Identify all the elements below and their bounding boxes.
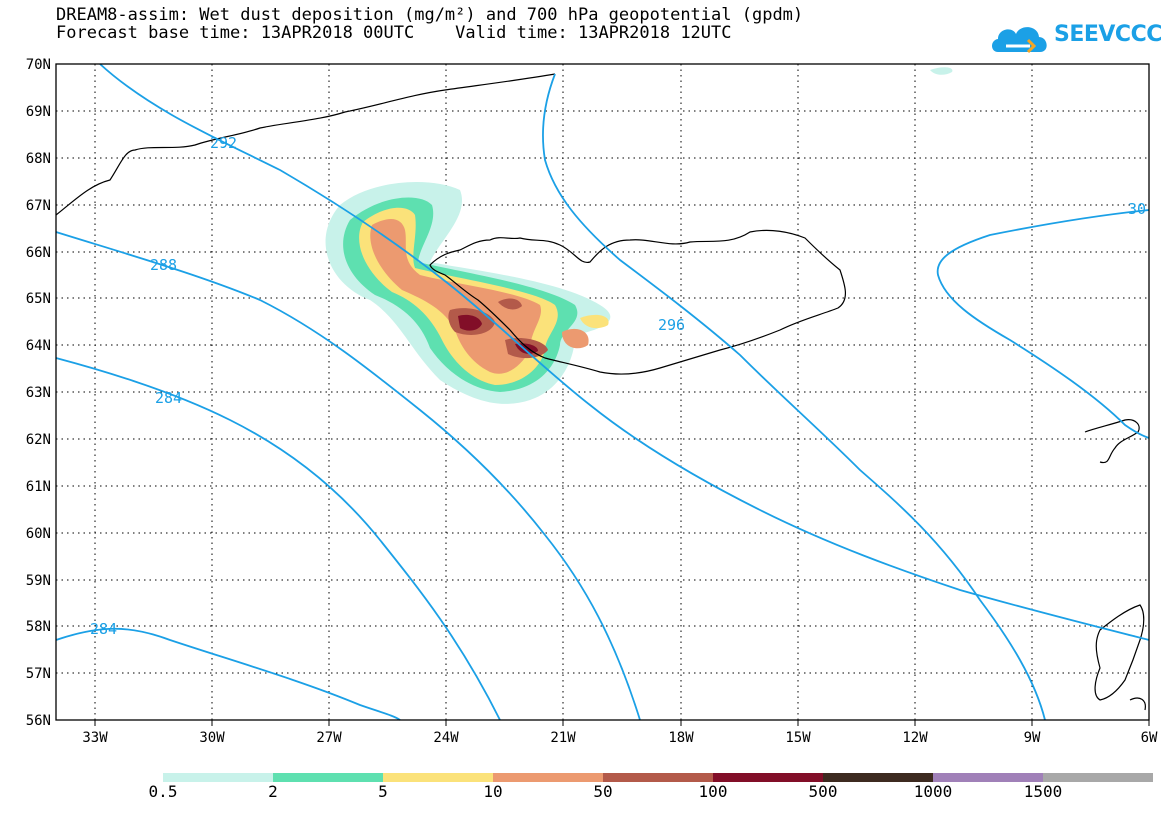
lat-label: 65N	[26, 291, 51, 307]
colorbar-swatch	[823, 773, 933, 782]
axis-ticks	[94, 720, 1150, 726]
lat-label: 70N	[26, 57, 51, 73]
latitude-labels: 70N 69N 68N 67N 66N 65N 64N 63N 62N 61N …	[26, 57, 51, 729]
geopotential-contours	[55, 63, 1150, 721]
map-subtitle: Forecast base time: 13APR2018 00UTC Vali…	[56, 23, 732, 43]
lon-label: 18W	[668, 730, 694, 746]
lat-label: 68N	[26, 151, 51, 167]
lat-label: 61N	[26, 479, 51, 495]
lon-label: 30W	[199, 730, 225, 746]
lat-label: 66N	[26, 245, 51, 261]
seevccc-logo: SEEVCCC	[988, 16, 1162, 60]
colorbar-swatch	[163, 773, 273, 782]
lon-label: 21W	[550, 730, 576, 746]
lon-label: 33W	[82, 730, 108, 746]
longitude-labels: 33W 30W 27W 24W 21W 18W 15W 12W 9W 6W	[82, 730, 1158, 746]
colorbar-label: 1000	[913, 782, 953, 801]
colorbar-label: 0.5	[148, 782, 178, 801]
coastlines	[55, 73, 1146, 711]
colorbar-label: 10	[483, 782, 503, 801]
lat-label: 56N	[26, 713, 51, 729]
lat-label: 60N	[26, 526, 51, 542]
lat-label: 69N	[26, 104, 51, 120]
colorbar-label: 1500	[1023, 782, 1063, 801]
lon-label: 9W	[1024, 730, 1041, 746]
lat-label: 59N	[26, 573, 51, 589]
cloud-icon	[992, 27, 1047, 54]
colorbar-label: 100	[698, 782, 728, 801]
lon-label: 12W	[902, 730, 928, 746]
colorbar-swatch	[603, 773, 713, 782]
colorbar	[163, 773, 1153, 782]
lat-label: 67N	[26, 198, 51, 214]
lon-label: 6W	[1141, 730, 1158, 746]
colorbar-label: 5	[378, 782, 388, 801]
lon-label: 15W	[785, 730, 811, 746]
contour-label: 30	[1128, 200, 1146, 218]
logo-text: SEEVCCC	[1054, 22, 1162, 47]
lat-label: 63N	[26, 385, 51, 401]
contour-label: 284	[155, 389, 182, 407]
colorbar-swatch	[493, 773, 603, 782]
colorbar-label: 50	[593, 782, 613, 801]
contour-label: 284	[90, 620, 117, 638]
colorbar-swatch	[273, 773, 383, 782]
lat-label: 62N	[26, 432, 51, 448]
colorbar-label: 2	[268, 782, 278, 801]
colorbar-swatch	[1043, 773, 1153, 782]
colorbar-swatch	[383, 773, 493, 782]
contour-labels: 292 288 284 296 284 30	[90, 134, 1146, 638]
contour-label: 292	[210, 134, 237, 152]
lat-label: 58N	[26, 619, 51, 635]
plot-area	[56, 64, 1149, 720]
colorbar-swatch	[933, 773, 1043, 782]
colorbar-label: 500	[808, 782, 838, 801]
lat-label: 64N	[26, 338, 51, 354]
lon-label: 27W	[316, 730, 342, 746]
colorbar-swatch	[713, 773, 823, 782]
graticule	[56, 64, 1149, 720]
map-title: DREAM8-assim: Wet dust deposition (mg/m²…	[56, 5, 804, 25]
lon-label: 24W	[433, 730, 459, 746]
contour-label: 288	[150, 256, 177, 274]
lat-label: 57N	[26, 666, 51, 682]
plot-frame	[55, 63, 1150, 721]
contour-label: 296	[658, 316, 685, 334]
